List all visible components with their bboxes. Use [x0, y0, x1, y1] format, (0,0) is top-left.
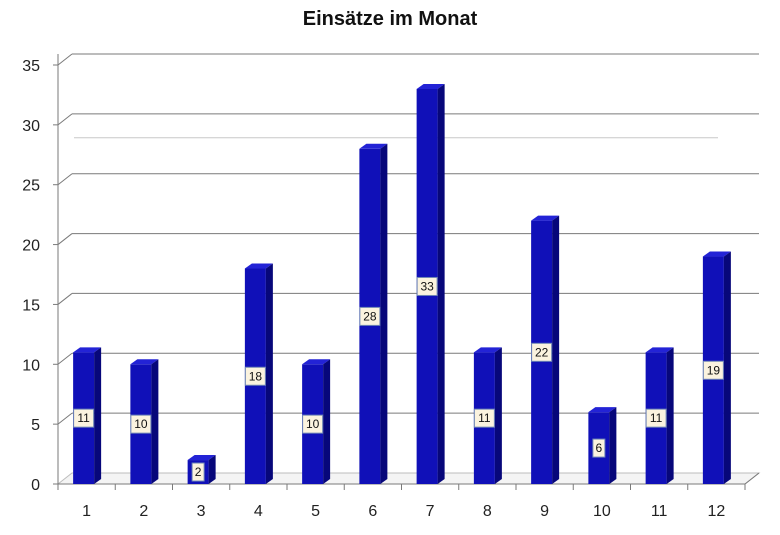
label-layer: 11 10 2 18 10 28 33 11 22 6 11 19	[73, 276, 724, 482]
data-label: 10	[306, 417, 320, 431]
data-label-box	[73, 408, 95, 428]
data-label-box	[302, 414, 324, 434]
data-label-box	[191, 462, 205, 482]
grid-layer	[56, 53, 761, 485]
y-tick-label: 20	[22, 238, 40, 255]
y-tick-label: 5	[31, 417, 40, 434]
x-tick-label: 7	[426, 503, 435, 520]
x-tick-label: 1	[82, 503, 91, 520]
y-tick-label: 10	[22, 357, 40, 374]
bar-top	[416, 83, 445, 89]
bar-top	[588, 407, 617, 413]
x-tick-label: 5	[311, 503, 320, 520]
y-tick-label: 0	[31, 477, 40, 494]
x-axis-edge	[744, 472, 760, 485]
gridline-side	[57, 173, 73, 186]
x-tick-label: 4	[254, 503, 263, 520]
gridline-side	[57, 412, 73, 425]
bar-top	[187, 455, 216, 461]
bar-side	[494, 347, 502, 484]
bar-side	[208, 455, 216, 484]
y-tick-label: 25	[22, 178, 40, 195]
data-label-box	[592, 438, 606, 458]
x-tick-label: 2	[139, 503, 148, 520]
gridline-side	[57, 293, 73, 305]
bar-side	[380, 143, 388, 485]
bar-top	[645, 347, 674, 353]
data-label: 18	[249, 369, 263, 383]
bar-top	[302, 359, 331, 365]
gridline-side	[57, 352, 73, 365]
bar-top	[531, 215, 560, 221]
y-tick-label: 15	[22, 297, 40, 314]
x-tick-label: 9	[540, 503, 549, 520]
bar-top	[130, 359, 159, 365]
data-label-box	[244, 366, 266, 386]
bar-side	[323, 359, 331, 484]
data-label: 11	[478, 411, 491, 425]
data-label: 10	[134, 417, 148, 431]
x-tick-label: 3	[197, 503, 206, 520]
gridline-side	[57, 233, 73, 245]
bar-side	[94, 347, 102, 484]
bar-top	[73, 347, 102, 353]
x-tick-label: 11	[651, 503, 668, 520]
y-tick-label: 30	[22, 118, 40, 135]
data-label: 11	[650, 411, 663, 425]
data-label: 19	[707, 363, 721, 377]
bar-top	[702, 251, 731, 257]
y-tick-label: 35	[22, 58, 40, 75]
bar-layer	[73, 83, 731, 485]
bar-top	[359, 143, 388, 149]
bar-side	[265, 263, 273, 484]
bar-side	[437, 83, 445, 484]
x-tick-label: 8	[483, 503, 492, 520]
bar-side	[151, 359, 159, 484]
data-label-box	[416, 276, 438, 296]
data-label: 22	[535, 345, 549, 359]
chart-title: Einsätze im Monat	[302, 8, 478, 30]
data-label-box	[645, 408, 667, 428]
bar-side	[552, 215, 560, 484]
data-label-box	[531, 342, 553, 362]
bar-side	[609, 407, 617, 484]
gridline-side	[57, 113, 73, 126]
bar-top	[473, 347, 502, 353]
x-tick-label: 6	[368, 503, 377, 520]
bar-top	[244, 263, 273, 269]
data-label: 28	[363, 309, 377, 323]
gridline-side	[57, 53, 73, 66]
data-label-box	[130, 414, 152, 434]
data-label-box	[359, 306, 381, 326]
data-label-box	[702, 360, 724, 380]
data-label: 2	[195, 465, 202, 479]
data-label: 6	[596, 441, 603, 455]
x-tick-label: 10	[593, 503, 611, 520]
data-label: 33	[420, 279, 434, 293]
x-tick-label: 12	[707, 503, 725, 520]
data-label: 11	[77, 411, 90, 425]
bar-side	[723, 251, 731, 484]
data-label-box	[473, 408, 495, 428]
bar-side	[666, 347, 674, 484]
